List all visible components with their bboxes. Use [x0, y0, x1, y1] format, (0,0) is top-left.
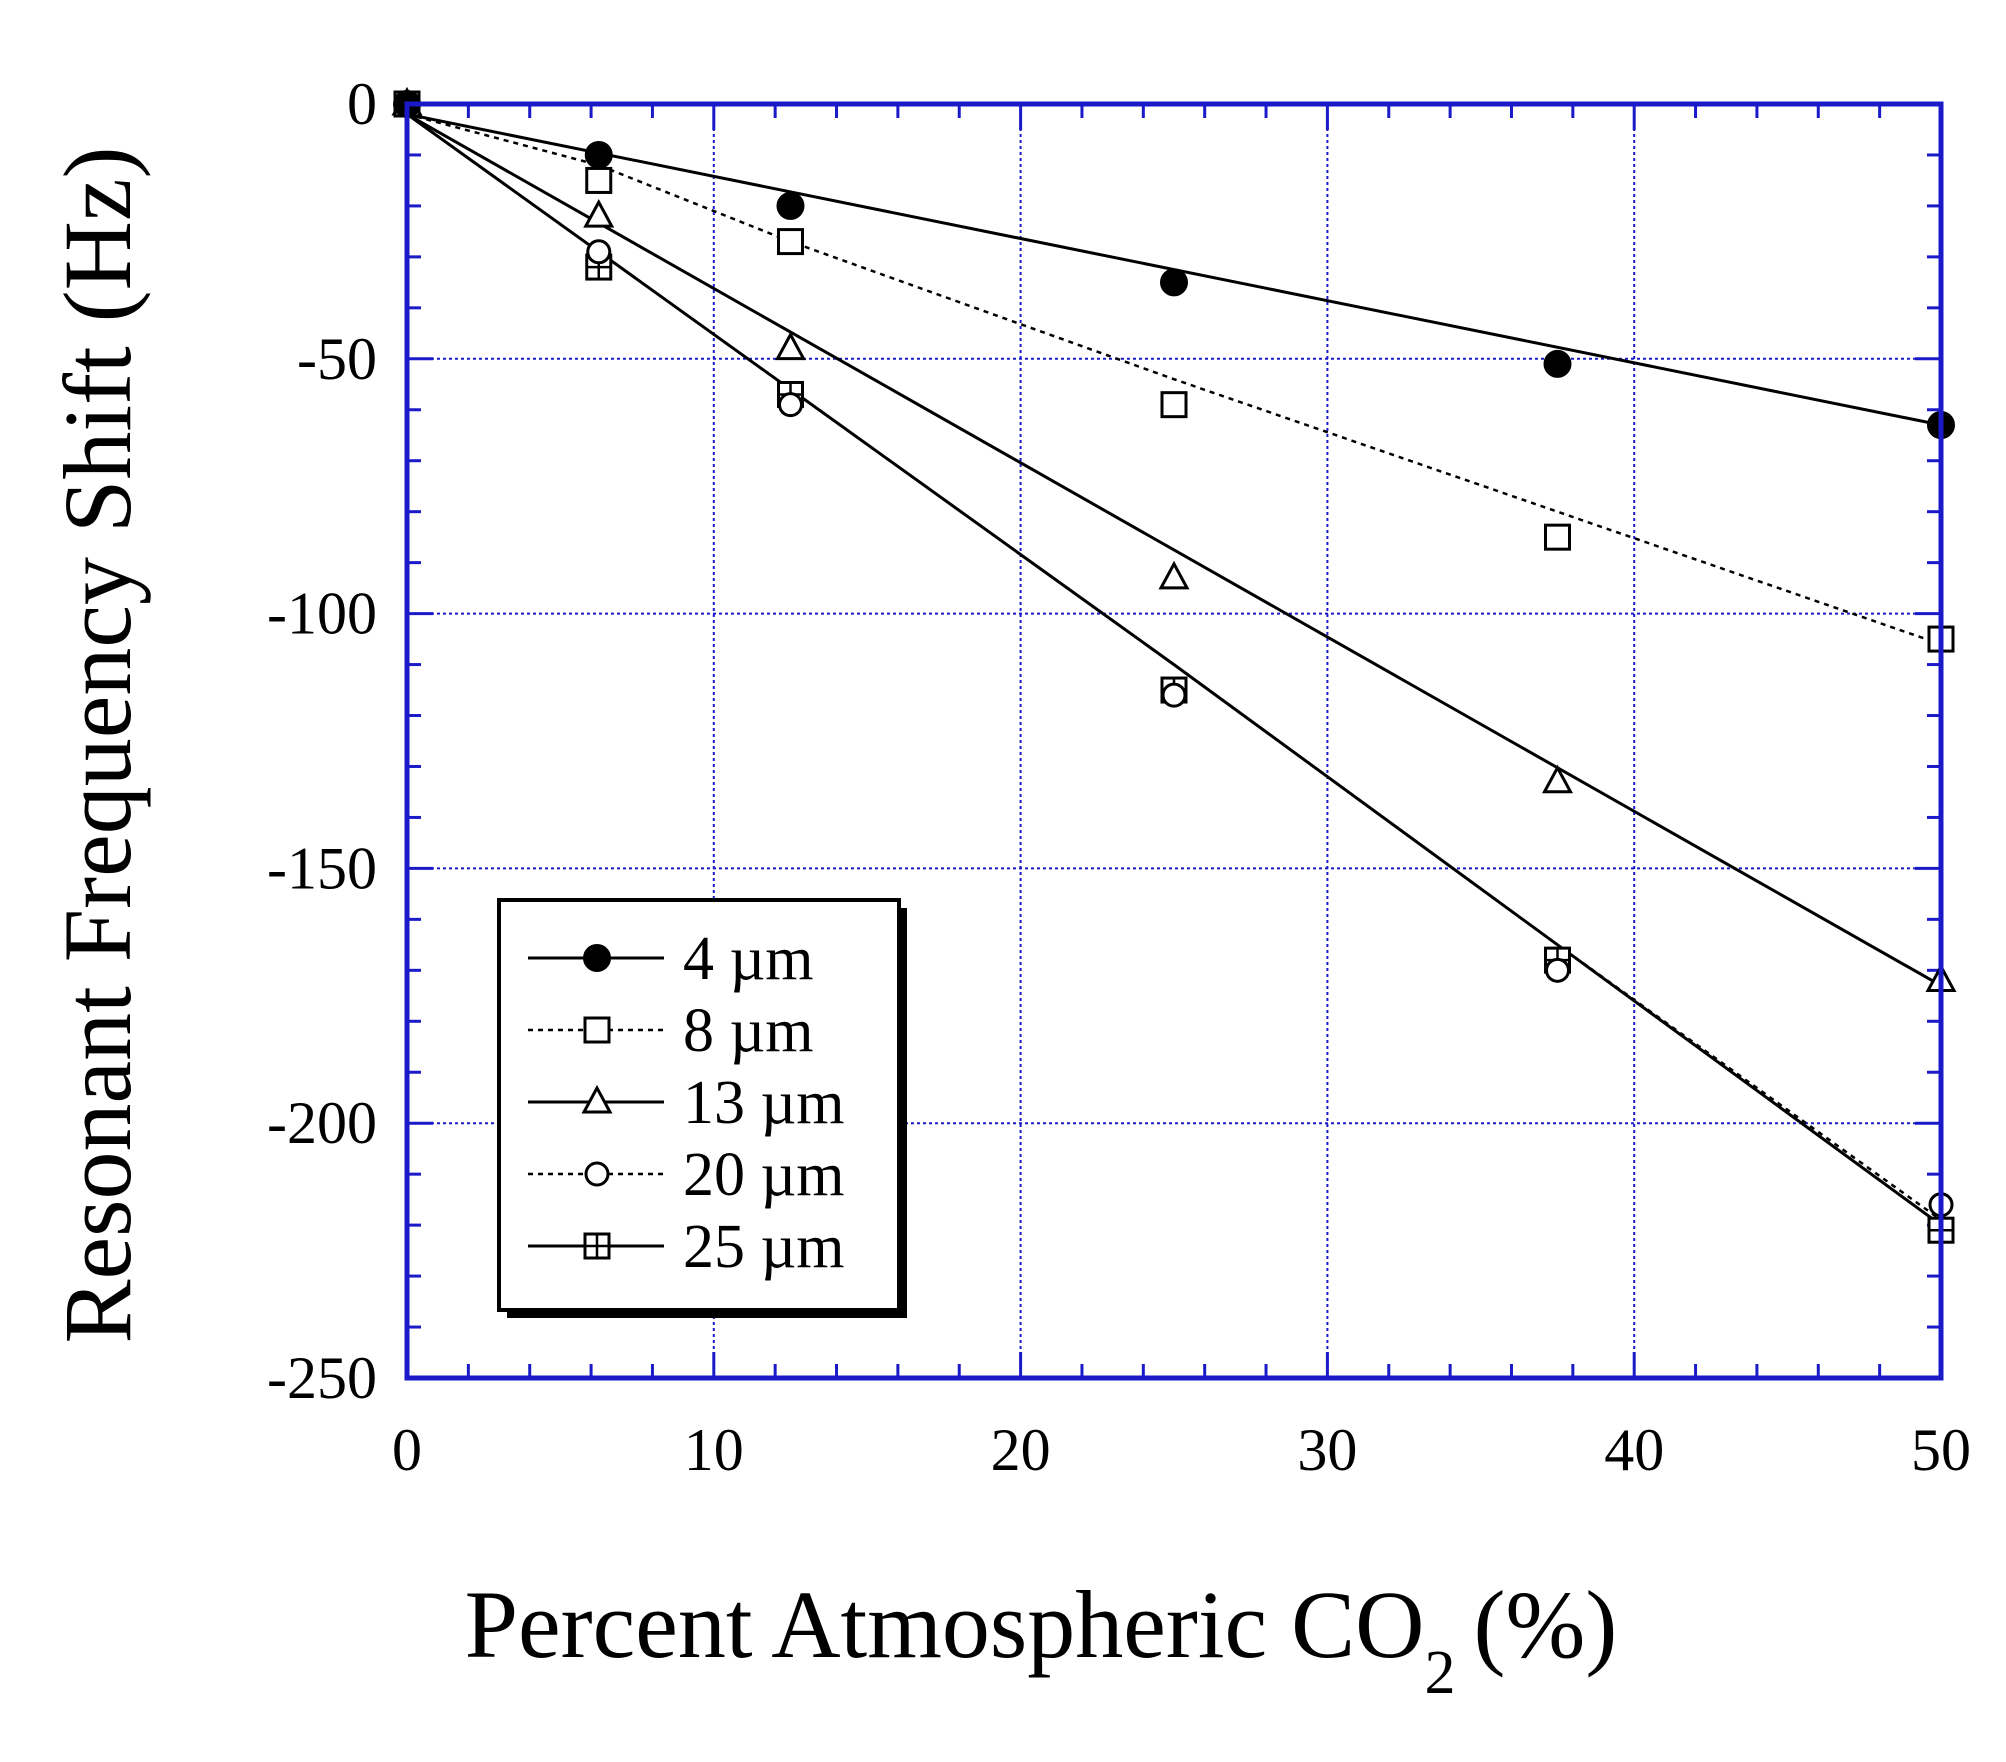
data-point-series-3 — [1158, 560, 1190, 590]
marker-shape — [583, 198, 615, 228]
data-point-series-1 — [776, 191, 805, 220]
legend-label: 13 µm — [683, 1069, 844, 1137]
data-point-series-4 — [1161, 682, 1187, 708]
data-point-series-4 — [1545, 957, 1570, 983]
x-axis-title-main: Percent Atmospheric CO — [465, 1571, 1425, 1678]
x-tick-label: 30 — [1297, 1417, 1357, 1483]
legend-marker — [583, 1016, 611, 1044]
x-tick-label: 20 — [991, 1417, 1051, 1483]
legend-item: 25 µm — [528, 1213, 844, 1281]
marker-shape — [586, 239, 612, 265]
marker-shape — [1161, 682, 1187, 708]
marker-shape — [1543, 349, 1572, 378]
plot-border — [404, 101, 1944, 1381]
data-point-series-1 — [1160, 268, 1188, 297]
legend-label: 25 µm — [683, 1213, 844, 1281]
series-line-3 — [406, 112, 1942, 987]
marker-shape — [1545, 957, 1570, 983]
marker-shape — [776, 191, 805, 220]
y-axis-title: Resonant Frequency Shift (Hz) — [44, 146, 151, 1343]
data-point-series-4 — [778, 392, 803, 418]
marker-shape — [585, 166, 613, 194]
marker-shape — [584, 140, 613, 169]
y-tick-label: -200 — [267, 1090, 377, 1156]
legend-item: 13 µm — [528, 1069, 844, 1137]
data-point-series-2 — [585, 166, 613, 194]
legend-box — [497, 898, 901, 1312]
grid — [407, 104, 1941, 1378]
marker-shape — [584, 1161, 610, 1187]
x-tick-label: 10 — [684, 1417, 744, 1483]
legend-item: 4 µm — [528, 925, 813, 993]
marker-shape — [1541, 764, 1574, 794]
legend-marker — [583, 1232, 611, 1260]
data-point-series-3 — [1541, 764, 1574, 794]
marker-shape — [581, 1084, 613, 1114]
legend-label: 4 µm — [683, 925, 813, 993]
legend-marker — [581, 1084, 613, 1114]
marker-shape — [1544, 523, 1571, 551]
data-point-series-3 — [774, 331, 807, 361]
x-axis-title-subscript: 2 — [1424, 1639, 1455, 1707]
x-tick-label: 0 — [392, 1417, 422, 1483]
legend-item: 20 µm — [528, 1141, 844, 1209]
data-point-series-2 — [1160, 391, 1188, 419]
marker-shape — [777, 228, 804, 256]
x-tick-label: 50 — [1911, 1417, 1971, 1483]
data-point-series-2 — [777, 228, 804, 256]
y-tick-label: -250 — [267, 1345, 377, 1411]
data-point-series-1 — [1543, 349, 1572, 378]
x-tick-labels: 0 10 20 30 40 50 — [392, 1417, 1971, 1483]
data-point-series-1 — [584, 140, 613, 169]
marker-shape — [1158, 560, 1190, 590]
legend-marker — [584, 1161, 610, 1187]
legend-item: 8 µm — [528, 997, 813, 1065]
marker-shape — [1160, 268, 1188, 297]
x-tick-label: 40 — [1604, 1417, 1664, 1483]
y-tick-label: -50 — [297, 326, 377, 392]
marker-shape — [583, 1016, 611, 1044]
series-line-5 — [406, 112, 1942, 1227]
data-point-series-2 — [1544, 523, 1571, 551]
x-axis-title: Percent Atmospheric CO2 (%) — [465, 1571, 1618, 1707]
marker-shape — [1160, 391, 1188, 419]
data-point-series-3 — [583, 198, 615, 228]
y-tick-label: -100 — [267, 581, 377, 647]
y-tick-label: 0 — [347, 71, 377, 137]
y-tick-labels: 0 -50 -100 -150 -200 -250 — [267, 71, 377, 1411]
legend-label: 8 µm — [683, 997, 813, 1065]
y-tick-label: -150 — [267, 835, 377, 901]
legend-marker — [583, 944, 611, 972]
plot-frame — [404, 101, 1944, 1381]
legend-label: 20 µm — [683, 1141, 844, 1209]
marker-shape — [583, 944, 611, 972]
marker-shape — [778, 392, 803, 418]
marker-shape — [774, 331, 807, 361]
x-axis-title-suffix: (%) — [1473, 1571, 1617, 1678]
data-point-series-4 — [586, 239, 612, 265]
